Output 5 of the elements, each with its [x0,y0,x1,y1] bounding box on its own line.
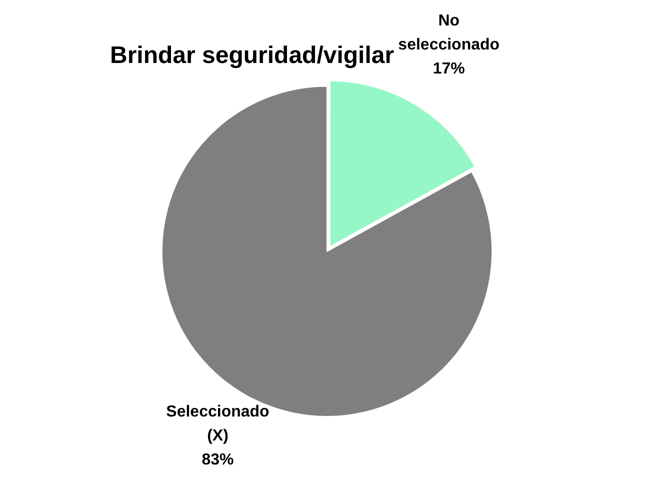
data-label: 17% [432,60,465,78]
slice-label: Seleccionado (X) [166,404,270,445]
data-label: 83% [202,452,234,469]
text: Brindar seguridad/vigilar [110,42,394,70]
slice-label: No seleccionado [398,12,500,54]
